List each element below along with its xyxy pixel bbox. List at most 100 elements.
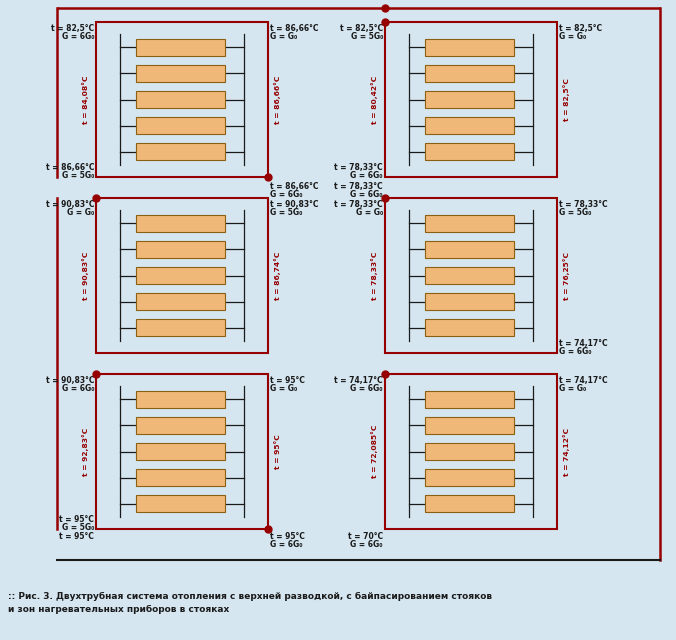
Bar <box>425 443 514 460</box>
Text: t = 76,25°C: t = 76,25°C <box>564 252 571 300</box>
Text: G = 5G₀: G = 5G₀ <box>351 32 383 41</box>
Bar <box>425 495 514 512</box>
Bar <box>425 215 514 232</box>
Text: t = 82,5/57,5°C: t = 82,5/57,5°C <box>436 147 502 156</box>
Text: t = 78,3/53,3°C: t = 78,3/53,3°C <box>436 271 502 280</box>
Text: t = 90,8/65,8°C: t = 90,8/65,8°C <box>147 297 214 306</box>
Text: G = 6G₀: G = 6G₀ <box>350 190 383 199</box>
Text: t = 70°C: t = 70°C <box>348 532 383 541</box>
Text: t = 74,2/49,2°C: t = 74,2/49,2°C <box>436 421 502 430</box>
Text: t = 74,17°C: t = 74,17°C <box>335 376 383 385</box>
Text: t = 90,8/65,8°C: t = 90,8/65,8°C <box>147 219 214 228</box>
Bar <box>136 319 225 336</box>
Text: G = 6G₀: G = 6G₀ <box>270 540 302 549</box>
Text: t = 92,83°C: t = 92,83°C <box>82 428 89 476</box>
Bar <box>136 143 225 160</box>
Text: t = 72,085°C: t = 72,085°C <box>372 425 379 478</box>
Text: t = 82,5°C: t = 82,5°C <box>340 24 383 33</box>
Bar <box>385 374 557 529</box>
Text: t = 74,2/49,2°C: t = 74,2/49,2°C <box>436 447 502 456</box>
Text: t = 86,7/61,7°C: t = 86,7/61,7°C <box>147 43 214 52</box>
Text: t = 74,17°C: t = 74,17°C <box>559 339 608 348</box>
Text: t = 78,3/53,3°C: t = 78,3/53,3°C <box>436 245 502 254</box>
Bar <box>136 417 225 434</box>
Bar <box>136 39 225 56</box>
Text: t = 86,7/61,7°C: t = 86,7/61,7°C <box>147 147 214 156</box>
Bar <box>136 495 225 512</box>
Bar <box>96 22 268 177</box>
Bar <box>425 39 514 56</box>
Bar <box>425 117 514 134</box>
Text: t = 86,7/61,7°C: t = 86,7/61,7°C <box>147 69 214 78</box>
Text: t = 90,83°C: t = 90,83°C <box>45 200 94 209</box>
Text: t = 82,5°C: t = 82,5°C <box>51 24 94 33</box>
Bar <box>136 91 225 108</box>
Text: t = 84,08°C: t = 84,08°C <box>82 76 89 124</box>
Text: t = 74,12°C: t = 74,12°C <box>564 428 571 476</box>
Text: G = 6G₀: G = 6G₀ <box>270 190 302 199</box>
Text: t = 74,17°C: t = 74,17°C <box>559 376 608 385</box>
Bar <box>425 65 514 82</box>
Text: t = 80,42°C: t = 80,42°C <box>372 76 379 124</box>
Text: t = 86,7/61,7°C: t = 86,7/61,7°C <box>147 121 214 130</box>
Text: t = 90,83°C: t = 90,83°C <box>82 252 89 300</box>
Bar <box>136 65 225 82</box>
Text: t = 86,66°C: t = 86,66°C <box>45 163 94 172</box>
Text: G = 6G₀: G = 6G₀ <box>350 540 383 549</box>
Text: t = 78,3/53,3°C: t = 78,3/53,3°C <box>436 219 502 228</box>
Text: G = 5G₀: G = 5G₀ <box>270 208 302 217</box>
Text: G = 5G₀: G = 5G₀ <box>559 208 592 217</box>
Text: t = 95°C: t = 95°C <box>275 434 281 469</box>
Bar <box>96 198 268 353</box>
Bar <box>385 198 557 353</box>
Bar <box>136 391 225 408</box>
Bar <box>425 293 514 310</box>
Text: t = 86,74°C: t = 86,74°C <box>274 252 281 300</box>
Text: и зон нагревательных приборов в стояках: и зон нагревательных приборов в стояках <box>8 605 229 614</box>
Bar <box>136 469 225 486</box>
Text: G = G₀: G = G₀ <box>270 32 297 41</box>
Text: t = 82,5/57,5°C: t = 82,5/57,5°C <box>436 43 502 52</box>
Text: t = 86,66°C: t = 86,66°C <box>270 24 318 33</box>
Text: t = 95°C: t = 95°C <box>59 532 94 541</box>
Text: t = 90,8/65,8°C: t = 90,8/65,8°C <box>147 271 214 280</box>
Bar <box>96 374 268 529</box>
Bar <box>425 319 514 336</box>
Text: t = 90,83°C: t = 90,83°C <box>270 200 318 209</box>
Text: :: Рис. 3. Двухтрубная система отопления с верхней разводкой, с байпасированием : :: Рис. 3. Двухтрубная система отопления… <box>8 592 492 601</box>
Text: G = 6G₀: G = 6G₀ <box>559 347 592 356</box>
Text: G = G₀: G = G₀ <box>67 208 94 217</box>
Text: t = 82,5/57,5°C: t = 82,5/57,5°C <box>436 69 502 78</box>
Text: t = 95/70°C: t = 95/70°C <box>155 473 205 482</box>
Text: G = G₀: G = G₀ <box>559 384 586 393</box>
Bar <box>136 293 225 310</box>
Bar <box>385 22 557 177</box>
Text: t = 78,3/53,3°C: t = 78,3/53,3°C <box>436 323 502 332</box>
Bar <box>136 215 225 232</box>
Text: t = 90,8/65,8°C: t = 90,8/65,8°C <box>147 245 214 254</box>
Text: G = G₀: G = G₀ <box>559 32 586 41</box>
Bar <box>425 241 514 258</box>
Text: t = 74,2/49,2°C: t = 74,2/49,2°C <box>436 473 502 482</box>
Text: G = G₀: G = G₀ <box>356 208 383 217</box>
Text: t = 86,66°C: t = 86,66°C <box>270 182 318 191</box>
Text: t = 86,66°C: t = 86,66°C <box>274 76 281 124</box>
Text: t = 78,33°C: t = 78,33°C <box>335 182 383 191</box>
Text: t = 86,7/61,7°C: t = 86,7/61,7°C <box>147 95 214 104</box>
Text: t = 74,2/49,2°C: t = 74,2/49,2°C <box>436 395 502 404</box>
Bar <box>136 267 225 284</box>
Text: G = 5G₀: G = 5G₀ <box>62 171 94 180</box>
Text: t = 95/70°C: t = 95/70°C <box>155 447 205 456</box>
Text: t = 90,8/65,8°C: t = 90,8/65,8°C <box>147 323 214 332</box>
Text: t = 82,5°C: t = 82,5°C <box>564 78 571 121</box>
Text: t = 95°C: t = 95°C <box>270 532 305 541</box>
Bar <box>136 117 225 134</box>
Text: G = 6G₀: G = 6G₀ <box>62 384 94 393</box>
Bar <box>425 391 514 408</box>
Text: t = 95/70°C: t = 95/70°C <box>155 395 205 404</box>
Text: t = 90,83°C: t = 90,83°C <box>45 376 94 385</box>
Text: t = 82,5/57,5°C: t = 82,5/57,5°C <box>436 121 502 130</box>
Text: t = 78,33°C: t = 78,33°C <box>559 200 608 209</box>
Bar <box>425 91 514 108</box>
Text: G = 6G₀: G = 6G₀ <box>62 32 94 41</box>
